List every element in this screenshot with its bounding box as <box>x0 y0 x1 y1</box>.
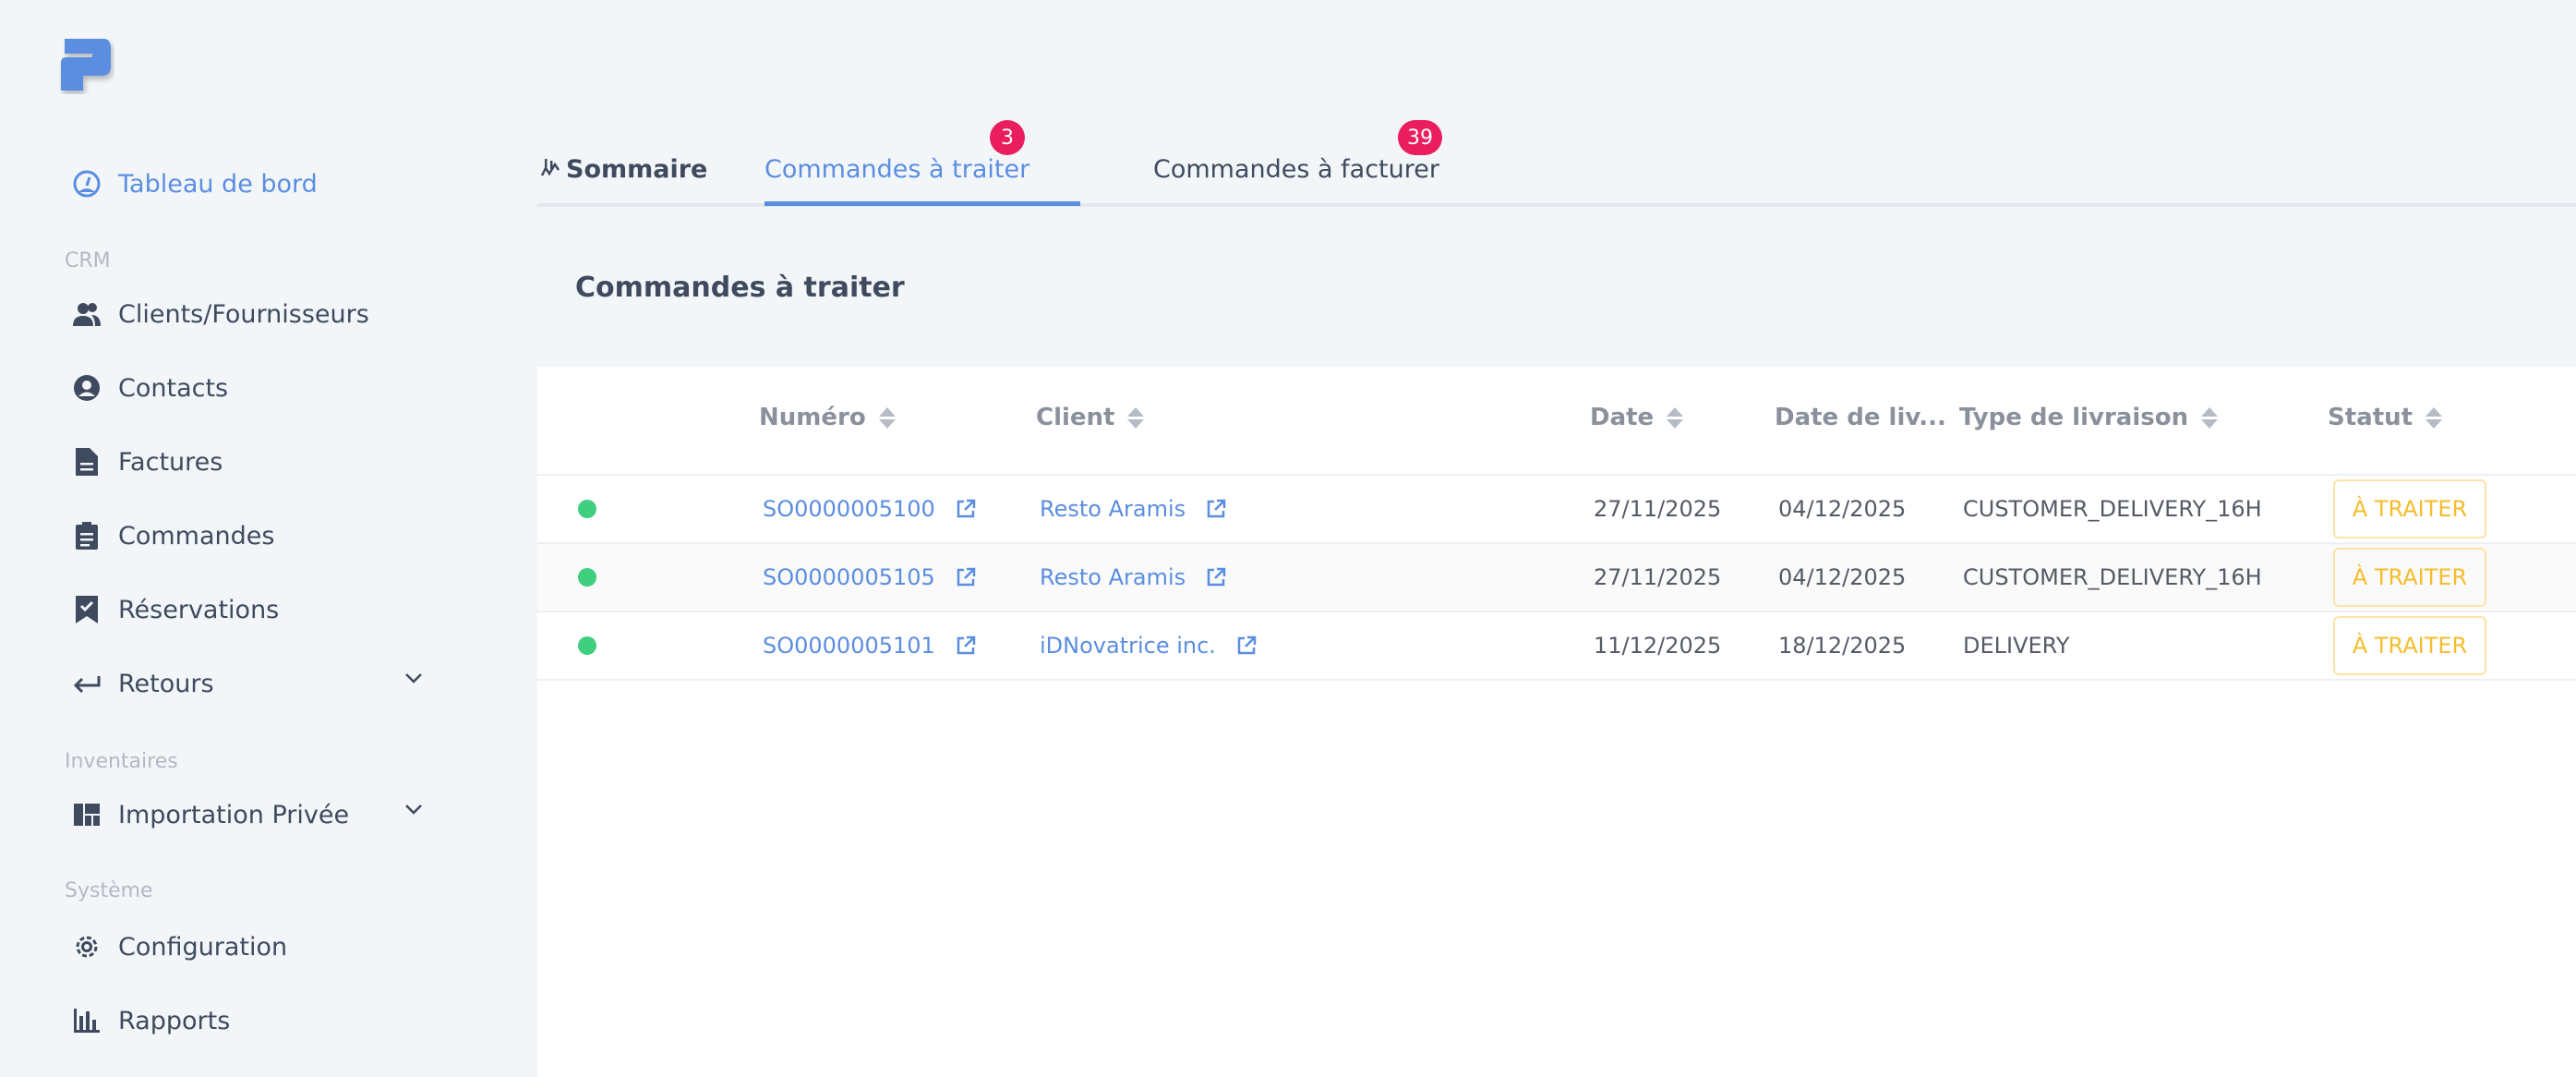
sort-icon[interactable] <box>1667 406 1684 429</box>
order-date: 11/12/2025 <box>1594 633 1722 659</box>
tab-commandes-a-traiter[interactable]: Commandes à traiter <box>764 155 1029 184</box>
order-number-link[interactable]: SO0000005100 <box>763 496 935 522</box>
layout-icon <box>72 800 102 829</box>
sidebar-item-commandes[interactable]: Commandes <box>72 513 423 559</box>
client-link[interactable]: iDNovatrice inc. <box>1040 633 1216 659</box>
status-dot <box>578 636 596 655</box>
sidebar-item-label: Configuration <box>118 932 288 962</box>
bar-chart-icon <box>72 1006 102 1035</box>
chevron-down-icon[interactable] <box>404 672 423 684</box>
sidebar-item-label: Factures <box>118 447 223 477</box>
app-logo[interactable] <box>55 35 114 94</box>
client-link[interactable]: Resto Aramis <box>1040 564 1186 590</box>
column-header-label: Numéro <box>759 404 866 431</box>
count-badge: 39 <box>1398 120 1442 155</box>
tab-bar: Sommaire Commandes à traiter 3 Commandes… <box>537 120 2576 207</box>
status-dot <box>578 500 596 518</box>
sidebar-item-factures[interactable]: Factures <box>72 439 423 485</box>
sidebar-item-label: Retours <box>118 669 214 698</box>
column-header[interactable]: Numéro <box>759 404 896 431</box>
status-dot <box>578 568 596 587</box>
bookmark-check-icon <box>72 595 102 624</box>
sidebar-item-label: Clients/Fournisseurs <box>118 299 369 329</box>
tab-divider <box>537 203 2576 207</box>
section-label-crm: CRM <box>65 249 111 272</box>
status-badge[interactable]: À TRAITER <box>2333 479 2486 538</box>
sidebar-item-reservations[interactable]: Réservations <box>72 587 423 633</box>
external-link-icon[interactable] <box>1206 499 1226 519</box>
tab-label: Commandes à facturer <box>1153 155 1439 184</box>
orders-table: Numéro Client Date Date de liv... Type de li… <box>537 367 2576 1077</box>
delivery-type: CUSTOMER_DELIVERY_16H <box>1963 564 2262 590</box>
tab-label: Sommaire <box>566 155 708 184</box>
chart-icon <box>540 159 560 176</box>
sidebar-item-retours[interactable]: Retours <box>72 660 423 707</box>
sort-icon[interactable] <box>1127 406 1145 429</box>
order-date: 27/11/2025 <box>1594 564 1722 590</box>
external-link-icon[interactable] <box>956 635 976 656</box>
table-row[interactable]: SO0000005100 Resto Aramis 27/11/2025 04/… <box>537 476 2576 544</box>
tab-label: Commandes à traiter <box>764 155 1030 184</box>
sidebar-item-importation[interactable]: Importation Privée <box>72 792 423 838</box>
delivery-date: 04/12/2025 <box>1778 564 1907 590</box>
column-header-label: Statut <box>2328 404 2413 431</box>
section-label-inventaires: Inventaires <box>65 750 178 773</box>
sidebar-item-label: Rapports <box>118 1006 231 1035</box>
delivery-type: DELIVERY <box>1963 633 2070 659</box>
status-badge[interactable]: À TRAITER <box>2333 548 2486 607</box>
users-icon <box>72 299 102 329</box>
sidebar-item-label: Commandes <box>118 521 275 551</box>
clipboard-icon <box>72 521 102 551</box>
section-label-systeme: Système <box>65 879 153 902</box>
column-header-label: Date <box>1590 404 1655 431</box>
table-row[interactable]: SO0000005101 iDNovatrice inc. 11/12/2025… <box>537 612 2576 681</box>
sort-icon[interactable] <box>2426 406 2443 429</box>
external-link-icon[interactable] <box>1206 567 1226 587</box>
order-number-link[interactable]: SO0000005101 <box>763 633 935 659</box>
gear-icon <box>72 932 102 962</box>
column-header[interactable]: Client <box>1036 404 1145 431</box>
sort-icon[interactable] <box>878 406 896 429</box>
sidebar-item-configuration[interactable]: Configuration <box>72 924 423 970</box>
user-circle-icon <box>72 373 102 403</box>
column-header-label: Client <box>1036 404 1115 431</box>
sidebar-item-label: Contacts <box>118 373 229 403</box>
page-title: Commandes à traiter <box>575 272 905 304</box>
sidebar-item-contacts[interactable]: Contacts <box>72 365 423 411</box>
sidebar-item-label: Tableau de bord <box>118 169 318 199</box>
tab-sommaire[interactable]: Sommaire <box>540 155 707 184</box>
sidebar-item-label: Réservations <box>118 595 280 624</box>
delivery-type: CUSTOMER_DELIVERY_16H <box>1963 496 2262 522</box>
arrow-left-icon <box>72 669 102 698</box>
delivery-date: 18/12/2025 <box>1778 633 1907 659</box>
sidebar: Tableau de bord CRM Clients/Fournisseurs… <box>0 0 537 1077</box>
external-link-icon[interactable] <box>956 567 976 587</box>
file-icon <box>72 447 102 477</box>
column-header-label: Type de livraison <box>1959 404 2189 431</box>
column-header[interactable]: Date <box>1590 404 1684 431</box>
order-date: 27/11/2025 <box>1594 496 1722 522</box>
external-link-icon[interactable] <box>956 499 976 519</box>
sort-icon[interactable] <box>2201 406 2219 429</box>
status-badge[interactable]: À TRAITER <box>2333 616 2486 675</box>
order-number-link[interactable]: SO0000005105 <box>763 564 935 590</box>
column-header[interactable]: Type de livraison <box>1959 404 2219 431</box>
active-tab-indicator <box>764 201 1080 206</box>
sidebar-item-dashboard[interactable]: Tableau de bord <box>72 161 423 207</box>
delivery-date: 04/12/2025 <box>1778 496 1907 522</box>
column-header-label: Date de liv... <box>1775 404 1946 431</box>
header-divider <box>537 474 2576 476</box>
column-header[interactable]: Date de liv... <box>1775 404 1946 431</box>
tab-commandes-a-facturer[interactable]: Commandes à facturer <box>1153 155 1439 184</box>
dashboard-gauge-icon <box>72 169 102 199</box>
chevron-down-icon[interactable] <box>404 803 423 816</box>
sidebar-item-label: Importation Privée <box>118 800 350 829</box>
sidebar-item-rapports[interactable]: Rapports <box>72 998 423 1044</box>
table-row[interactable]: SO0000005105 Resto Aramis 27/11/2025 04/… <box>537 544 2576 612</box>
count-badge: 3 <box>990 120 1025 155</box>
external-link-icon[interactable] <box>1236 635 1257 656</box>
column-header[interactable]: Statut <box>2328 404 2443 431</box>
client-link[interactable]: Resto Aramis <box>1040 496 1186 522</box>
sidebar-item-clients[interactable]: Clients/Fournisseurs <box>72 291 423 337</box>
